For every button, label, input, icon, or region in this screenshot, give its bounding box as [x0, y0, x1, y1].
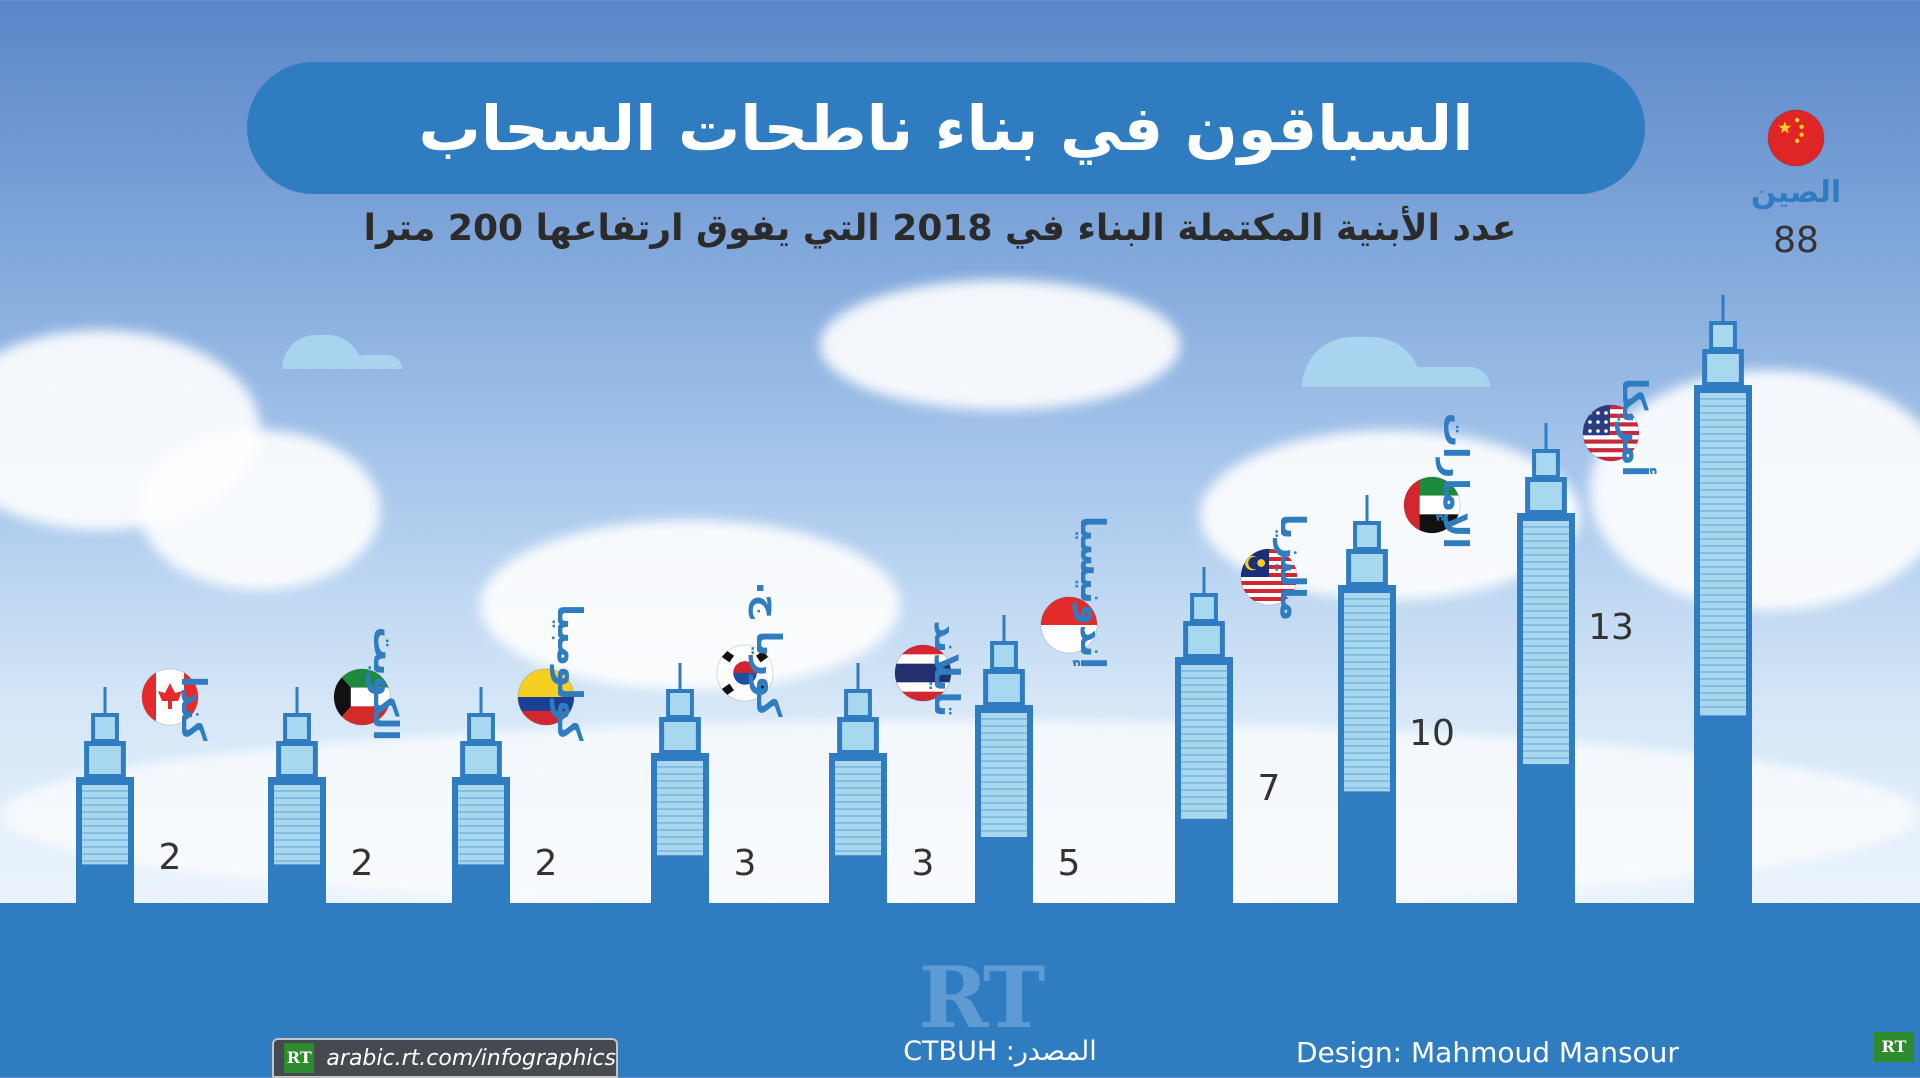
- rt-watermark-logo: RT: [918, 948, 1046, 1047]
- top-windows: [95, 717, 115, 739]
- tier-windows: [89, 746, 121, 774]
- cloud: [140, 430, 380, 590]
- category-label: كوريا ج.: [748, 582, 788, 718]
- tier-windows: [1707, 354, 1739, 382]
- top-windows: [471, 717, 491, 739]
- tier-windows: [1351, 554, 1383, 582]
- flag-ring: [1767, 109, 1825, 167]
- top-windows: [287, 717, 307, 739]
- top-windows: [670, 693, 690, 715]
- rt-corner-logo: RT: [1874, 1032, 1914, 1062]
- data-label: 5: [1058, 843, 1081, 884]
- top-windows: [1357, 525, 1377, 547]
- data-label: 7: [1258, 768, 1281, 809]
- building-windows: [1344, 593, 1390, 792]
- top-windows: [1536, 453, 1556, 475]
- data-label: 13: [1588, 607, 1634, 648]
- building-spire: [856, 663, 860, 689]
- usa-flag: [1583, 405, 1639, 461]
- small-cloud-icon: [1400, 367, 1490, 387]
- flag-ring: [333, 668, 391, 726]
- chart-subtitle: عدد الأبنية المكتملة البناء في 2018 التي…: [363, 208, 1517, 249]
- infographics-url[interactable]: arabic.rt.com/infographics: [326, 1045, 616, 1071]
- building-spire: [295, 687, 299, 713]
- tier-windows: [842, 722, 874, 750]
- data-label: 2: [351, 843, 374, 884]
- title-banner: السباقون في بناء ناطحات السحاب: [247, 62, 1645, 194]
- uae-flag: [1404, 477, 1460, 533]
- flag-ring: [716, 644, 774, 702]
- building-spire: [1002, 615, 1006, 641]
- kuwait-flag: [334, 669, 390, 725]
- building-spire: [1202, 567, 1206, 593]
- top-windows: [1713, 325, 1733, 347]
- data-label: 88: [1773, 220, 1819, 261]
- source-credit: المصدر: CTBUH: [903, 1036, 1097, 1067]
- design-credit: Design: Mahmoud Mansour: [1296, 1036, 1679, 1069]
- building-windows: [835, 761, 881, 856]
- building-spire: [678, 663, 682, 689]
- flag-ring: [894, 644, 952, 702]
- tier-windows: [988, 674, 1020, 702]
- tier-windows: [1188, 626, 1220, 654]
- category-label: أمريكا: [1614, 378, 1657, 477]
- flag-ring: [1582, 404, 1640, 462]
- building-spire: [479, 687, 483, 713]
- tier-windows: [1530, 482, 1562, 510]
- data-label: 3: [912, 843, 935, 884]
- china-flag: [1768, 110, 1824, 166]
- building-windows: [657, 761, 703, 856]
- building-windows: [274, 785, 320, 865]
- building-spire: [1365, 495, 1369, 521]
- flag-ring: [1240, 548, 1298, 606]
- small-cloud-icon: [350, 355, 402, 369]
- category-label: الإمارات: [1435, 413, 1475, 549]
- category-label: ماليزيا: [1272, 514, 1312, 621]
- building-windows: [1181, 665, 1227, 819]
- malaysia-flag: [1241, 549, 1297, 605]
- category-label: كندا: [173, 676, 213, 741]
- building-windows: [458, 785, 504, 865]
- category-label: كولومبيا: [549, 604, 589, 741]
- url-badge[interactable]: RT arabic.rt.com/infographics: [272, 1038, 618, 1078]
- flag-ring: [517, 668, 575, 726]
- tier-windows: [664, 722, 696, 750]
- tier-windows: [465, 746, 497, 774]
- data-label: 3: [734, 843, 757, 884]
- data-label: 10: [1409, 713, 1455, 754]
- data-label: 2: [159, 837, 182, 878]
- page-title: السباقون في بناء ناطحات السحاب: [418, 91, 1474, 165]
- flag-ring: [141, 668, 199, 726]
- tier-windows: [281, 746, 313, 774]
- top-windows: [1194, 597, 1214, 619]
- category-label: الكويت: [365, 627, 405, 741]
- building-spire: [1721, 295, 1725, 321]
- building-windows: [82, 785, 128, 865]
- building-spire: [103, 687, 107, 713]
- rt-logo-icon: RT: [284, 1043, 315, 1073]
- category-label: إندونيسيا: [1072, 516, 1112, 669]
- cloud: [1590, 370, 1920, 610]
- top-windows: [994, 645, 1014, 667]
- flag-ring: [1403, 476, 1461, 534]
- category-label: الصين: [1751, 175, 1841, 210]
- flag-ring: [1040, 596, 1098, 654]
- category-label: تايلاند: [926, 620, 966, 717]
- building-spire: [1544, 423, 1548, 449]
- building-windows: [1700, 393, 1746, 716]
- indonesia-flag: [1041, 597, 1097, 653]
- cloud: [480, 520, 900, 690]
- cloud: [820, 280, 1180, 410]
- top-windows: [848, 693, 868, 715]
- building-windows: [1523, 521, 1569, 765]
- thailand-flag: [895, 645, 951, 701]
- data-label: 2: [535, 843, 558, 884]
